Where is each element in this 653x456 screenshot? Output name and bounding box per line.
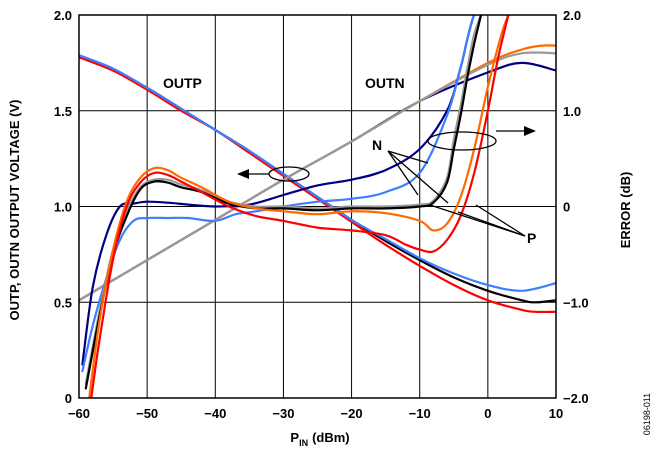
y-right-tick-label: −2.0 [563,391,589,406]
y-left-tick-label: 1.5 [54,104,72,119]
x-tick-label: −30 [272,406,294,421]
x-axis-label-unit: (dBm) [312,430,350,445]
x-tick-label: −60 [68,406,90,421]
p-leader-2 [458,212,525,236]
y-right-tick-label: −1.0 [563,295,589,310]
y-right-tick-label: 0 [563,200,570,215]
annotation-outp: OUTP [163,75,202,91]
x-axis-label-main: P [290,430,299,445]
grid [79,15,556,398]
y-left-tick-label: 1.0 [54,200,72,215]
x-tick-label: 10 [549,406,563,421]
x-tick-label: −40 [204,406,226,421]
y-left-tick-label: 0.5 [54,295,72,310]
x-tick-label: 0 [484,406,491,421]
right-axis-ellipse [428,132,496,150]
x-axis-label: PIN (dBm) [290,430,349,448]
y-left-tick-label: 0 [65,391,72,406]
n-leader-3 [388,151,448,203]
annotation-n: N [372,137,382,153]
error-curve-7 [82,13,481,371]
y-right-tick-label: 1.0 [563,104,581,119]
x-tick-labels: −60 −50 −40 −30 −20 −10 0 10 [68,406,563,421]
y-right-tick-labels: −2.0 −1.0 0 1.0 2.0 [563,8,589,406]
error-curve-6 [82,13,481,364]
figure-id: 06198-011 [642,393,652,435]
voltage-curve-4 [79,45,556,300]
y-right-tick-label: 2.0 [563,8,581,23]
x-tick-label: −20 [341,406,363,421]
right-axis-arrow-head [524,126,536,136]
x-axis-label-sub: IN [299,438,308,448]
x-tick-label: −10 [409,406,431,421]
annotation-outn: OUTN [365,75,405,91]
y-axis-label-right: ERROR (dB) [618,172,633,249]
curves [79,13,556,398]
y-axis-label-left: OUTP, OUTN OUTPUT VOLTAGE (V) [7,100,22,321]
left-axis-arrow-head [237,169,249,179]
y-left-tick-label: 2.0 [54,8,72,23]
y-left-tick-labels: 0 0.5 1.0 1.5 2.0 [54,8,72,406]
annotation-p: P [527,230,536,246]
voltage-curve-2 [79,55,556,291]
x-tick-label: −50 [136,406,158,421]
